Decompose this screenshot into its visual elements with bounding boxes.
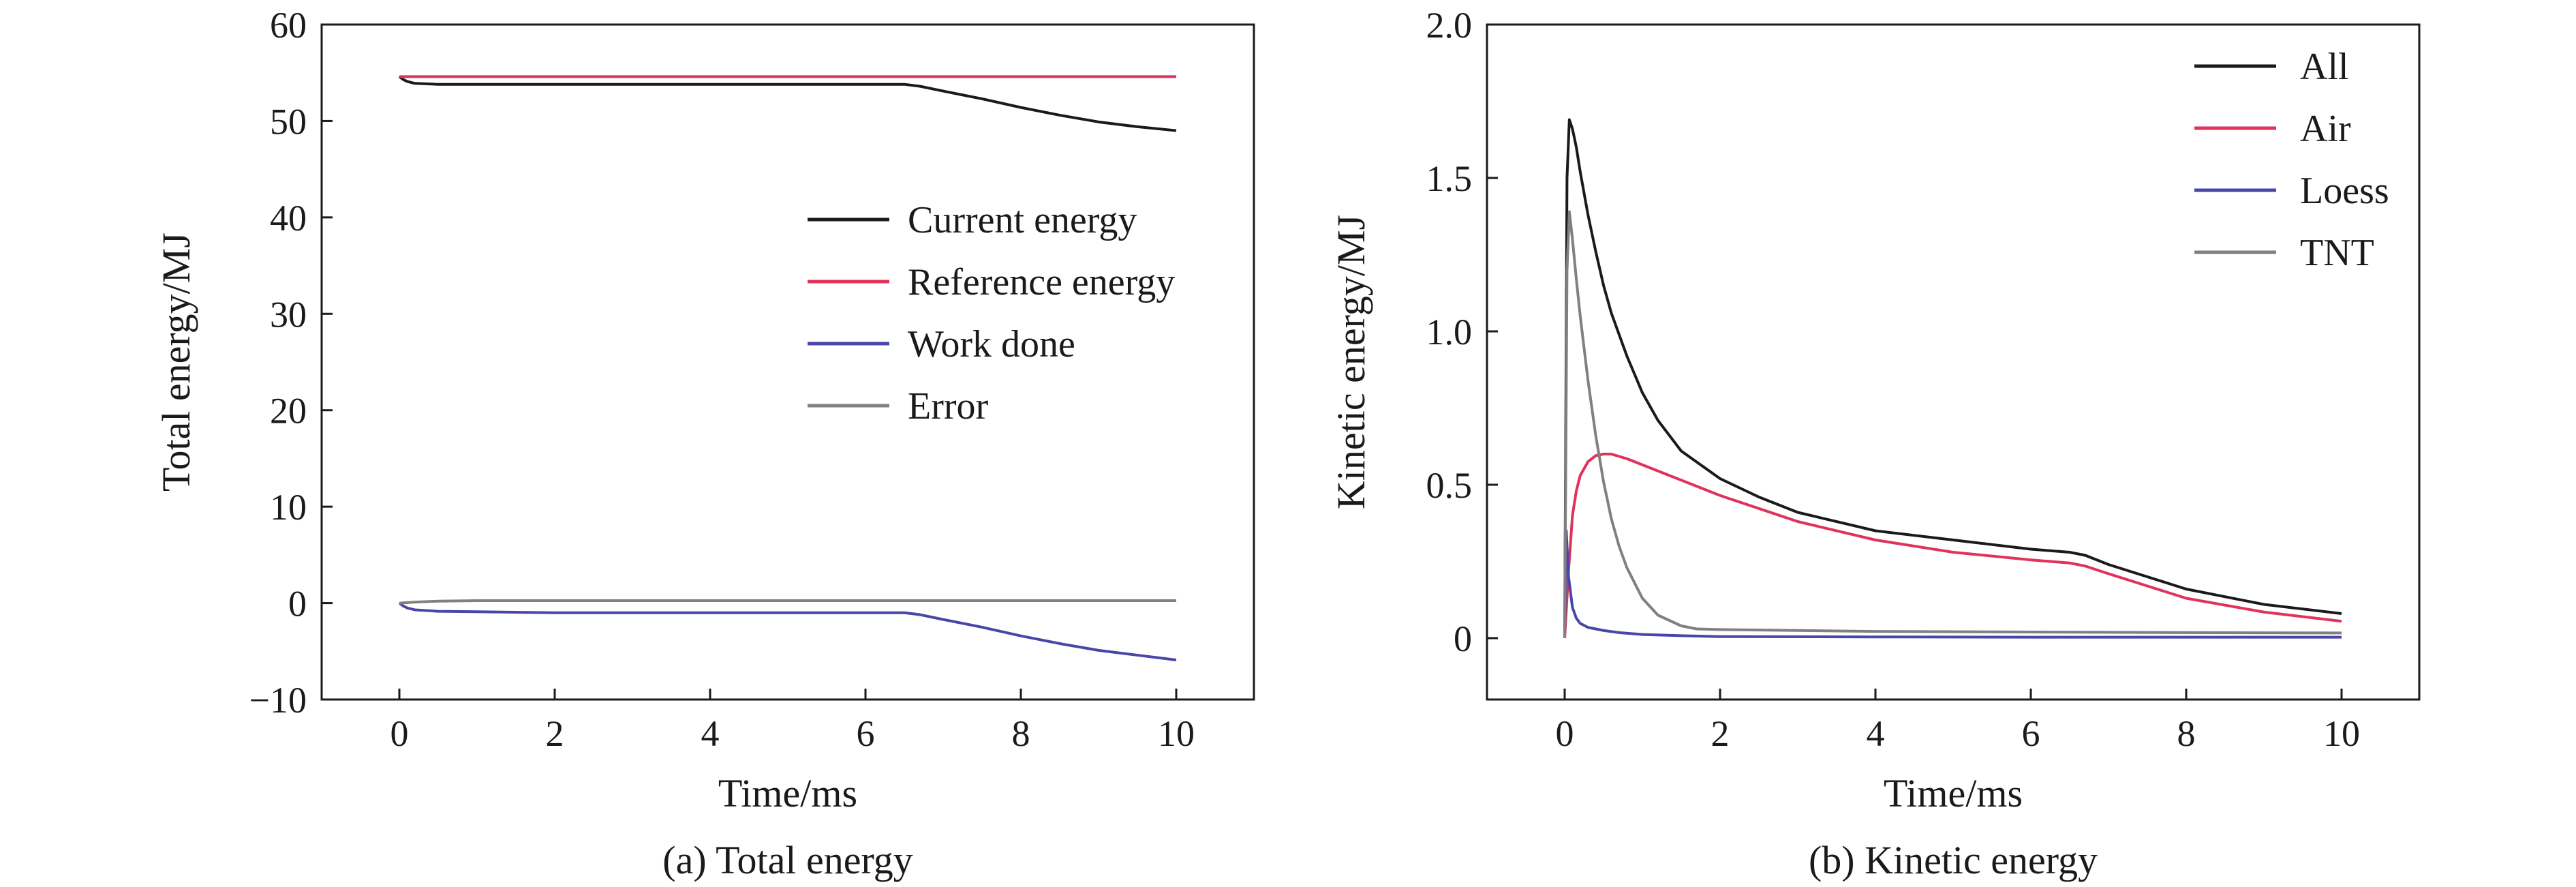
legend-b: All Air Loess TNT — [2194, 46, 2389, 274]
y-ticks-a: −10 0 10 20 30 40 50 60 — [249, 5, 333, 721]
x-axis-label-a: Time/ms — [718, 771, 857, 815]
legend-label-work-done: Work done — [908, 323, 1075, 365]
plot-frame-b — [1486, 23, 2421, 701]
series-lines-a — [398, 75, 1177, 661]
y-tick-label: 30 — [270, 294, 307, 335]
series-lines-b — [1563, 118, 2342, 639]
series-line-loess — [1563, 529, 2342, 639]
legend-a: Current energy Reference energy Work done E… — [808, 199, 1175, 427]
plot-frame-a — [320, 23, 1255, 701]
y-tick-label: 60 — [270, 5, 307, 46]
x-tick-label: 8 — [2177, 713, 2196, 754]
caption-a: (a) Total energy — [662, 838, 913, 882]
y-ticks-b: 0 0.5 1.0 1.5 2.0 — [1426, 5, 1498, 659]
x-tick-label: 8 — [1012, 713, 1030, 754]
y-tick-label: 0.5 — [1426, 465, 1473, 506]
x-tick-label: 6 — [857, 713, 875, 754]
x-ticks-b: 0 2 4 6 8 10 — [1556, 689, 2360, 754]
x-tick-label: 10 — [2323, 713, 2360, 754]
y-tick-label: 10 — [270, 487, 307, 528]
x-tick-label: 2 — [1711, 713, 1730, 754]
series-line-work-done — [398, 601, 1177, 661]
x-tick-label: 4 — [1867, 713, 1885, 754]
y-tick-label: 0 — [1454, 618, 1472, 659]
y-tick-label: 40 — [270, 198, 307, 239]
x-tick-label: 2 — [546, 713, 564, 754]
x-axis-label-b: Time/ms — [1884, 771, 2023, 815]
legend-label-air: Air — [2300, 108, 2351, 150]
series-line-air — [1563, 453, 2342, 639]
x-tick-label: 0 — [1556, 713, 1574, 754]
y-tick-label: −10 — [249, 680, 307, 721]
series-line-error — [399, 599, 1176, 605]
x-tick-label: 0 — [390, 713, 409, 754]
y-axis-label-b: Kinetic energy/MJ — [1329, 215, 1373, 509]
legend-label-reference-energy: Reference energy — [908, 261, 1175, 303]
y-tick-label: 1.5 — [1426, 158, 1473, 199]
y-tick-label: 1.0 — [1426, 312, 1473, 352]
series-line-current-energy — [398, 75, 1177, 132]
panel-kinetic-energy: 0 0.5 1.0 1.5 2.0 0 2 4 6 8 10 All Air Loess TNT Tim… — [1329, 5, 2421, 882]
series-line-all — [1563, 118, 2342, 639]
y-axis-label-a: Total energy/MJ — [154, 232, 198, 492]
y-tick-label: 2.0 — [1426, 5, 1473, 46]
legend-label-tnt: TNT — [2300, 232, 2374, 274]
series-line-tnt — [1563, 210, 2342, 639]
y-tick-label: 0 — [288, 584, 307, 625]
legend-label-current-energy: Current energy — [908, 199, 1137, 241]
caption-b: (b) Kinetic energy — [1809, 838, 2098, 882]
legend-label-all: All — [2300, 46, 2349, 88]
y-tick-label: 20 — [270, 391, 307, 432]
x-tick-label: 10 — [1158, 713, 1195, 754]
y-tick-label: 50 — [270, 101, 307, 142]
x-tick-label: 6 — [2022, 713, 2040, 754]
panel-total-energy: −10 0 10 20 30 40 50 60 0 2 4 6 8 10 Current energy R… — [154, 5, 1255, 882]
x-ticks-a: 0 2 4 6 8 10 — [390, 689, 1195, 754]
legend-label-loess: Loess — [2300, 170, 2389, 212]
x-tick-label: 4 — [701, 713, 720, 754]
legend-label-error: Error — [908, 385, 989, 427]
